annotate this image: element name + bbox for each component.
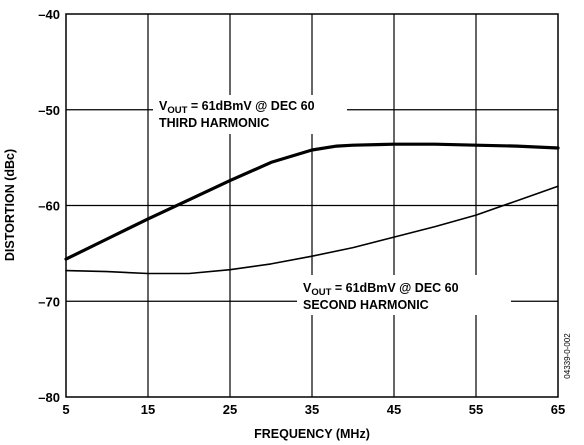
x-tick-label: 25 <box>223 402 237 417</box>
tick-labels: 5 15 25 35 45 55 65 –40 –50 –60 –70 –80 <box>38 7 565 417</box>
series-lines <box>64 142 560 275</box>
annotation-second-mask <box>297 275 511 315</box>
series-line-third-harmonic <box>64 142 560 261</box>
x-tick-label: 45 <box>387 402 401 417</box>
series-line-second-harmonic <box>65 185 559 275</box>
y-tick-label: –80 <box>38 390 60 405</box>
x-tick-label: 65 <box>551 402 565 417</box>
annotation-second-line2: SECOND HARMONIC <box>303 298 429 312</box>
annotation-second-subscript: OUT <box>311 287 331 298</box>
annotation-third-prefix: V <box>159 99 168 113</box>
annotation-third-line2: THIRD HARMONIC <box>159 116 269 130</box>
x-axis-label: FREQUENCY (MHz) <box>254 427 370 441</box>
annotation-third-mask <box>153 95 347 134</box>
y-tick-label: –70 <box>38 294 60 309</box>
y-tick-label: –40 <box>38 7 60 22</box>
x-tick-label: 5 <box>62 402 69 417</box>
annotation-third-subscript: OUT <box>167 105 187 116</box>
y-tick-label: –60 <box>38 199 60 214</box>
annotation-second-rest: = 61dBmV @ DEC 60 <box>331 281 458 295</box>
annotation-third-rest: = 61dBmV @ DEC 60 <box>187 99 314 113</box>
x-tick-label: 55 <box>469 402 483 417</box>
annotation-second-line1: VOUT = 61dBmV @ DEC 60 <box>303 281 459 298</box>
y-tick-label: –50 <box>38 103 60 118</box>
x-tick-label: 15 <box>141 402 155 417</box>
y-axis-label: DISTORTION (dBc) <box>3 149 17 261</box>
figure-id: 04339-0-002 <box>563 333 572 379</box>
annotation-third-line1: VOUT = 61dBmV @ DEC 60 <box>159 99 315 116</box>
annotation-second-prefix: V <box>303 281 312 295</box>
x-tick-label: 35 <box>305 402 319 417</box>
